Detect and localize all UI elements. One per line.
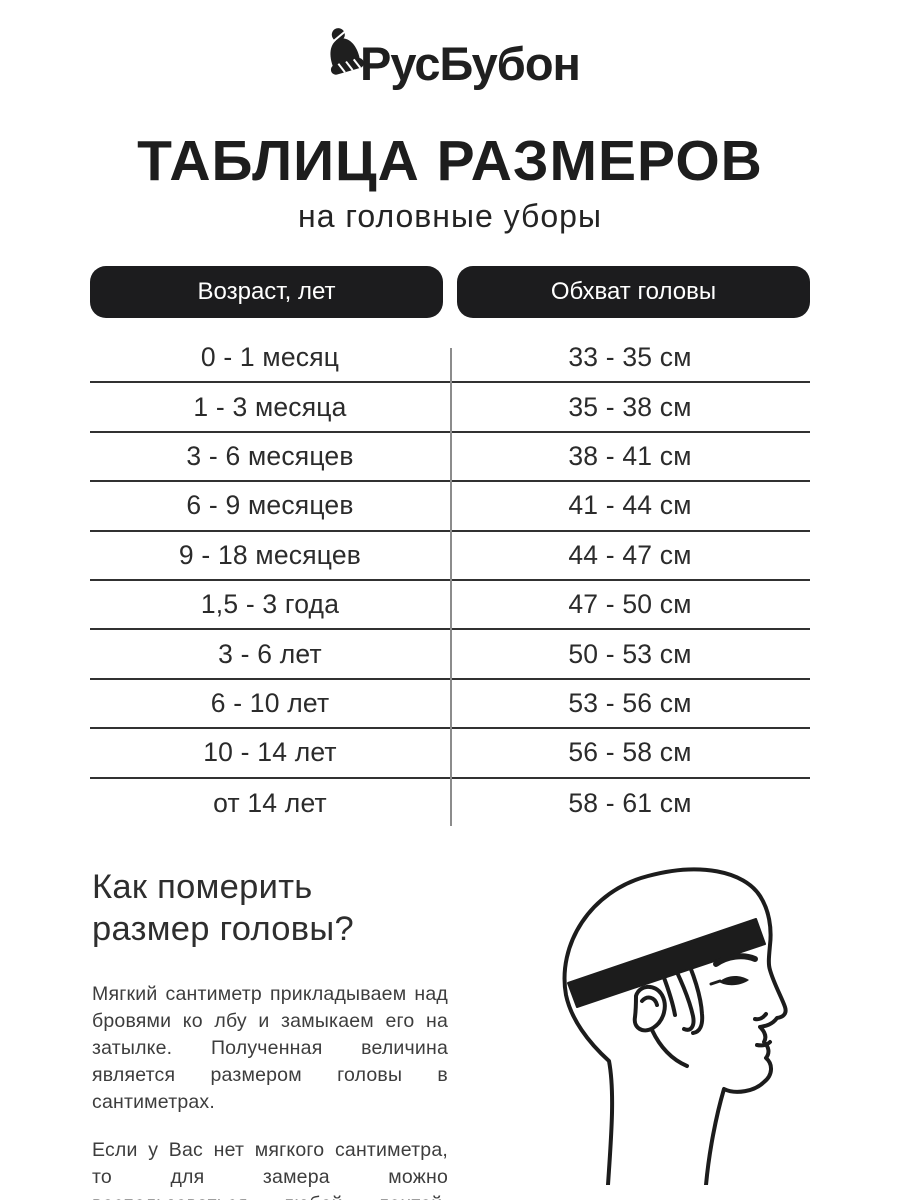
size-cell: 41 - 44 см [568,490,692,521]
size-cell: 50 - 53 см [568,638,692,669]
age-cell: 0 - 1 месяц [200,342,340,373]
age-column-header: Возраст, лет [90,266,443,318]
age-cell: 9 - 18 месяцев [178,539,362,570]
age-cell: 3 - 6 лет [218,638,322,669]
table-header-row: Возраст, лет Обхват головы [90,266,810,318]
age-cell: 10 - 14 лет [203,737,337,768]
size-cell: 53 - 56 см [568,687,692,718]
howto-paragraph-2: Если у Вас нет мягкого сантиметра, то дл… [92,1139,448,1200]
size-cell: 44 - 47 см [568,539,692,570]
page-subtitle: на головные уборы [298,198,602,234]
size-table: 0 - 1 месяц 33 - 35 см 1 - 3 месяца 35 -… [90,334,810,828]
brand-name: РусБубон [360,37,581,90]
howto-heading: Как померить размер головы? [92,866,472,950]
age-cell: 1 - 3 месяца [193,391,347,422]
head-profile-illustration [530,855,830,1190]
size-cell: 38 - 41 см [568,440,692,471]
table-center-divider [450,348,452,826]
size-cell: 58 - 61 см [568,787,692,818]
brand-logo: РусБубон [0,28,900,91]
eyebrow [713,953,758,967]
beanie-hat-icon [320,25,366,82]
howto-heading-line1: Как померить [92,868,313,906]
howto-heading-line2: размер головы? [92,910,354,948]
age-cell: 6 - 9 месяцев [186,490,354,521]
howto-paragraph-1: Мягкий сантиметр прикладываем над бро­вя… [92,983,448,1113]
age-cell: 3 - 6 месяцев [186,440,354,471]
size-cell: 47 - 50 см [568,589,692,620]
size-cell: 56 - 58 см [568,737,692,768]
table-row: от 14 лет 58 - 61 см [90,779,810,828]
age-cell: 6 - 10 лет [210,687,330,718]
age-cell: от 14 лет [213,787,327,818]
size-cell: 33 - 35 см [568,342,692,373]
page-title: ТАБЛИЦА РАЗМЕРОВ [137,129,763,193]
size-cell: 35 - 38 см [568,391,692,422]
howto-text: Мягкий сантиметр прикладываем над бро­вя… [92,981,448,1200]
head-size-column-header: Обхват головы [457,266,810,318]
age-cell: 1,5 - 3 года [200,589,340,620]
eye [719,976,749,986]
measuring-tape-band [567,918,766,1008]
